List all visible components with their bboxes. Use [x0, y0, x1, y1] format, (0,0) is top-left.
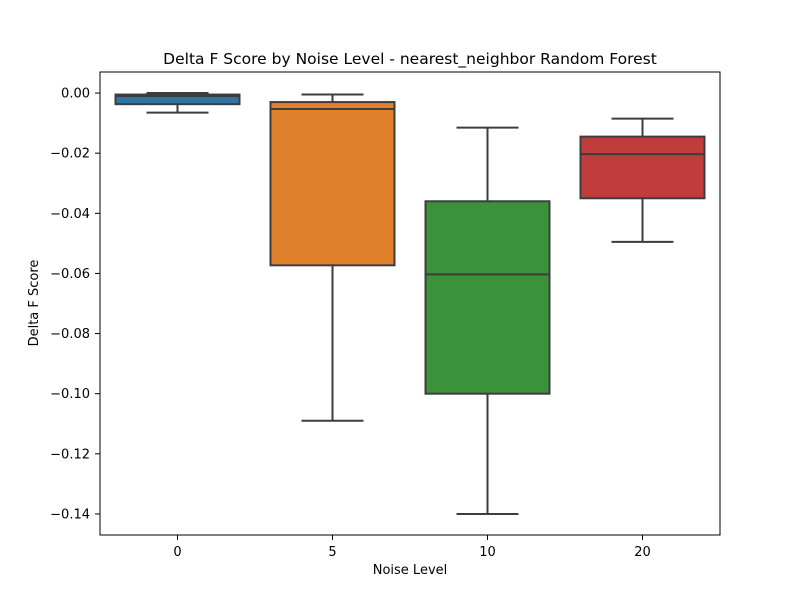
y-axis-label: Delta F Score	[27, 260, 42, 347]
y-tick-label: −0.14	[50, 507, 90, 522]
y-axis: 0.00 −0.02 −0.04 −0.06 −0.08 −0.10 −0.12 −0.14	[50, 87, 100, 522]
y-tick-label: −0.10	[50, 387, 90, 402]
y-tick-label: −0.12	[50, 447, 90, 462]
box-group-5	[269, 93, 396, 422]
chart-title: Delta F Score by Noise Level - nearest_n…	[163, 50, 657, 69]
x-axis-label: Noise Level	[373, 563, 448, 578]
box-group-0	[114, 92, 241, 114]
x-tick-label: 0	[173, 545, 181, 560]
box-iqr	[269, 101, 396, 267]
y-tick-label: −0.08	[50, 327, 90, 342]
x-tick-label: 20	[634, 545, 651, 560]
y-tick-label: −0.02	[50, 147, 90, 162]
box-iqr	[579, 135, 706, 200]
y-tick-label: −0.04	[50, 207, 90, 222]
box-iqr	[114, 93, 241, 106]
box-iqr	[424, 200, 551, 395]
box-group-20	[579, 117, 706, 243]
x-tick-label: 10	[479, 545, 496, 560]
box-group-10	[424, 126, 551, 515]
x-tick-label: 5	[328, 545, 336, 560]
x-axis: 0 5 10 20	[173, 535, 651, 560]
plot-frame	[99, 71, 721, 536]
y-tick-label: −0.06	[50, 267, 90, 282]
plot-area	[114, 92, 706, 515]
y-tick-label: 0.00	[61, 87, 90, 102]
